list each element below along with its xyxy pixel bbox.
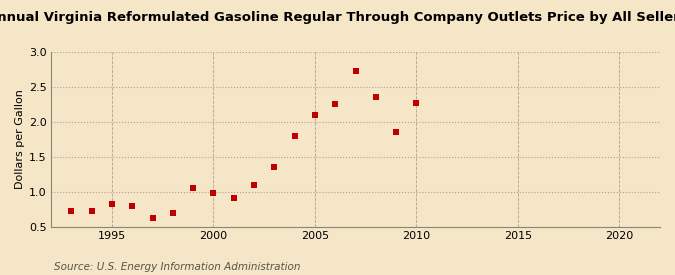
Point: [269, 165, 279, 169]
Point: [86, 209, 97, 213]
Point: [391, 130, 402, 134]
Point: [248, 183, 259, 188]
Point: [107, 202, 117, 207]
Point: [66, 208, 77, 213]
Point: [350, 69, 361, 73]
Point: [127, 204, 138, 208]
Point: [188, 186, 198, 190]
Text: Source: U.S. Energy Information Administration: Source: U.S. Energy Information Administ…: [54, 262, 300, 272]
Point: [208, 191, 219, 195]
Point: [330, 101, 341, 106]
Y-axis label: Dollars per Gallon: Dollars per Gallon: [15, 89, 25, 189]
Point: [147, 215, 158, 220]
Point: [371, 95, 381, 100]
Point: [228, 196, 239, 200]
Point: [167, 210, 178, 215]
Point: [290, 134, 300, 138]
Text: Annual Virginia Reformulated Gasoline Regular Through Company Outlets Price by A: Annual Virginia Reformulated Gasoline Re…: [0, 11, 675, 24]
Point: [411, 101, 422, 105]
Point: [310, 113, 321, 117]
